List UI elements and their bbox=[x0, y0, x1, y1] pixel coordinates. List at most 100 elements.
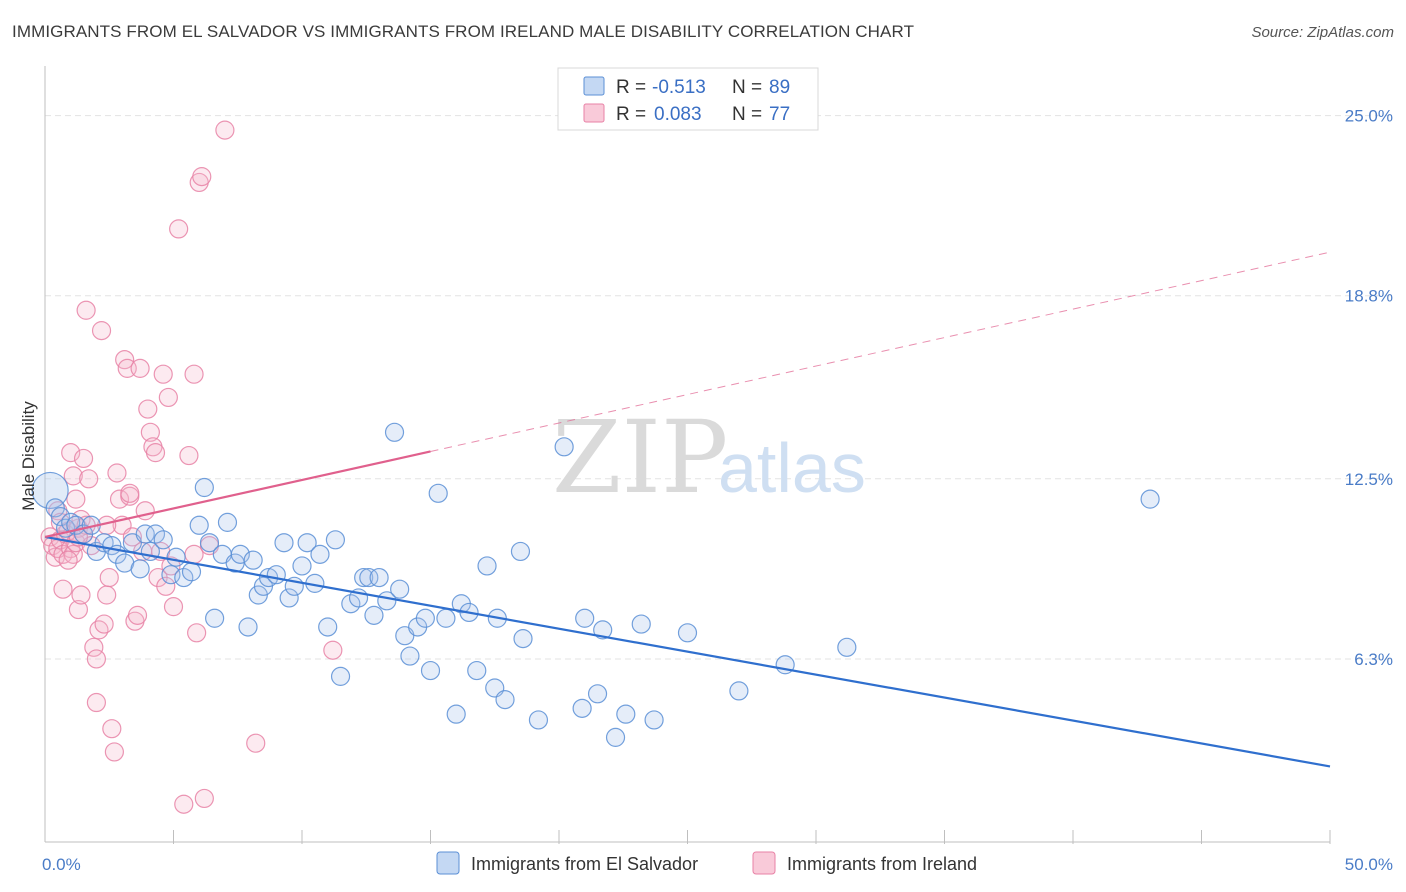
el-salvador-point-59 bbox=[415, 608, 435, 628]
el-salvador-point-50 bbox=[359, 567, 379, 588]
el-salvador-point-31 bbox=[238, 617, 258, 637]
y-tick-labels: 6.3% 12.5% 18.8% 25.0% bbox=[1345, 107, 1393, 669]
y-tick-label-2: 18.8% bbox=[1345, 287, 1393, 306]
ireland-point-9 bbox=[63, 544, 83, 564]
ireland-point-65 bbox=[215, 120, 235, 140]
el-salvador-point-47 bbox=[341, 594, 361, 614]
el-salvador-point-80 bbox=[616, 704, 636, 724]
el-salvador-point-61 bbox=[428, 483, 448, 503]
el-salvador-point-84 bbox=[729, 681, 749, 701]
el-salvador-point-44 bbox=[318, 617, 338, 637]
el-salvador-point-70 bbox=[495, 690, 515, 710]
el-salvador-point-20 bbox=[166, 547, 186, 567]
bottom-legend-label-ireland: Immigrants from Ireland bbox=[787, 854, 977, 874]
ireland-point-72 bbox=[50, 512, 71, 532]
ireland-point-52 bbox=[153, 364, 173, 384]
bottom-legend-swatch-ireland bbox=[752, 851, 776, 875]
legend-n-label-0: N = bbox=[732, 77, 762, 98]
watermark-atlas: atlas bbox=[718, 429, 866, 507]
x-tick-label-1: 50.0% bbox=[1345, 855, 1393, 874]
ireland-point-29 bbox=[94, 614, 114, 634]
ireland-point-60 bbox=[187, 623, 207, 643]
y-tick-label-0: 6.3% bbox=[1354, 650, 1393, 669]
el-salvador-point-25 bbox=[199, 533, 220, 553]
ireland-point-28 bbox=[91, 321, 112, 341]
legend-n-value-0: 89 bbox=[769, 77, 790, 98]
el-salvador-point-41 bbox=[297, 533, 317, 553]
el-salvador-point-15 bbox=[135, 524, 155, 544]
el-salvador-point-77 bbox=[575, 608, 595, 628]
ireland-point-58 bbox=[179, 445, 199, 466]
el-salvador-point-32 bbox=[243, 550, 263, 570]
series-ireland-points bbox=[40, 120, 343, 814]
legend-swatch-ireland bbox=[583, 103, 605, 123]
el-salvador-point-73 bbox=[528, 710, 549, 730]
ireland-point-57 bbox=[174, 794, 194, 814]
ireland-point-59 bbox=[184, 364, 204, 384]
ireland-point-74 bbox=[120, 483, 140, 503]
legend-swatch-el-salvador bbox=[583, 76, 605, 96]
ireland-point-21 bbox=[71, 585, 91, 605]
ireland-point-19 bbox=[66, 489, 86, 509]
trend-lines bbox=[44, 251, 1331, 768]
legend-r-value-0: -0.513 bbox=[652, 77, 706, 98]
el-salvador-point-79 bbox=[605, 727, 626, 747]
legend-r-value-1: 0.083 bbox=[654, 104, 702, 125]
ireland-point-22 bbox=[73, 448, 94, 469]
el-salvador-point-38 bbox=[279, 588, 299, 608]
y-axis-title: Male Disability bbox=[19, 401, 38, 511]
ireland-point-56 bbox=[169, 219, 189, 239]
el-salvador-point-75 bbox=[572, 698, 592, 718]
el-salvador-point-78 bbox=[593, 620, 613, 640]
el-salvador-point-52 bbox=[369, 567, 389, 588]
legend-box: R = -0.513 N = 89 R = 0.083 N = 77 bbox=[557, 67, 819, 131]
el-salvador-point-81 bbox=[631, 614, 651, 634]
ireland-point-31 bbox=[99, 567, 119, 588]
el-salvador-point-28 bbox=[217, 512, 238, 532]
el-salvador-point-22 bbox=[181, 562, 202, 582]
ireland-point-47 bbox=[140, 422, 160, 442]
ireland-point-15 bbox=[53, 579, 73, 599]
el-salvador-point-67 bbox=[477, 556, 497, 576]
el-salvador-point-82 bbox=[644, 710, 664, 730]
el-salvador-point-26 bbox=[205, 608, 225, 628]
grid-lines bbox=[45, 115, 1393, 660]
el-salvador-point-36 bbox=[266, 565, 286, 585]
watermark: ZIP atlas bbox=[552, 399, 866, 516]
el-salvador-point-60 bbox=[420, 660, 441, 681]
el-salvador-point-83 bbox=[677, 623, 698, 643]
ireland-point-5 bbox=[53, 544, 73, 564]
ireland-point-49 bbox=[145, 443, 166, 463]
bottom-legend-swatch-el-salvador bbox=[436, 851, 460, 875]
ireland-point-69 bbox=[86, 692, 107, 713]
el-salvador-point-18 bbox=[153, 530, 173, 550]
ireland-point-67 bbox=[323, 640, 343, 660]
el-salvador-point-62 bbox=[436, 608, 456, 628]
ireland-point-66 bbox=[246, 733, 266, 753]
el-salvador-point-21 bbox=[174, 567, 194, 588]
legend-r-label-1: R = bbox=[616, 104, 646, 125]
el-salvador-point-45 bbox=[325, 530, 346, 550]
ireland-point-54 bbox=[158, 387, 178, 408]
el-salvador-point-14 bbox=[130, 559, 150, 579]
ireland-point-16 bbox=[58, 550, 78, 570]
chart-title: IMMIGRANTS FROM EL SALVADOR VS IMMIGRANT… bbox=[12, 22, 915, 41]
trend-line-ireland bbox=[44, 450, 431, 538]
x-tick-labels: 0.0% 50.0% bbox=[42, 855, 1393, 874]
ireland-point-30 bbox=[97, 585, 117, 605]
el-salvador-point-54 bbox=[384, 422, 405, 442]
el-salvador-point-66 bbox=[467, 660, 487, 681]
ireland-point-76 bbox=[184, 544, 204, 564]
el-salvador-point-71 bbox=[513, 629, 533, 649]
el-salvador-point-46 bbox=[330, 666, 351, 686]
el-salvador-point-2 bbox=[50, 506, 71, 527]
el-salvador-point-63 bbox=[446, 704, 466, 724]
ireland-point-26 bbox=[86, 649, 107, 669]
y-tick-label-3: 25.0% bbox=[1345, 107, 1393, 126]
el-salvador-point-49 bbox=[354, 567, 374, 588]
el-salvador-point-76 bbox=[587, 684, 608, 704]
ireland-point-43 bbox=[130, 358, 150, 378]
ireland-point-34 bbox=[107, 463, 127, 483]
ireland-point-62 bbox=[192, 167, 212, 187]
